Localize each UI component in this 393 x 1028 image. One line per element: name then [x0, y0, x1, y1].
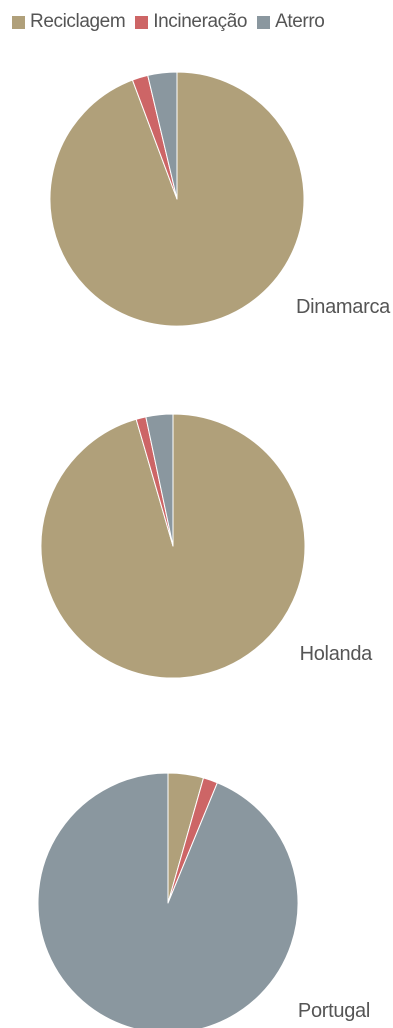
pie-slice-holanda-reciclagem[interactable] — [40, 413, 306, 679]
pie-dinamarca: Dinamarca — [49, 71, 391, 327]
pie-portugal: Portugal — [37, 772, 370, 1028]
legend-label-aterro: Aterro — [275, 11, 325, 32]
legend-swatch-aterro — [257, 15, 271, 29]
pie-slice-dinamarca-aterro[interactable] — [147, 71, 178, 200]
legend-label-incineracao: Incineração — [153, 11, 248, 32]
legend: Reciclagem Incineração Aterro — [12, 11, 325, 33]
pie-label-dinamarca: Dinamarca — [296, 296, 391, 318]
legend-item-incineracao[interactable]: Incineração — [135, 11, 248, 33]
legend-swatch-incineracao — [135, 15, 149, 29]
legend-swatch-reciclagem — [12, 15, 25, 29]
pie-label-holanda: Holanda — [300, 643, 374, 665]
legend-item-reciclagem[interactable]: Reciclagem — [12, 11, 126, 33]
pie-slice-portugal-aterro[interactable] — [37, 772, 299, 1028]
legend-item-aterro[interactable]: Aterro — [257, 11, 325, 33]
pie-slice-holanda-aterro[interactable] — [145, 413, 174, 547]
pie-label-portugal: Portugal — [298, 1000, 370, 1022]
pie-holanda: Holanda — [40, 413, 374, 679]
legend-label-reciclagem: Reciclagem — [30, 11, 126, 32]
